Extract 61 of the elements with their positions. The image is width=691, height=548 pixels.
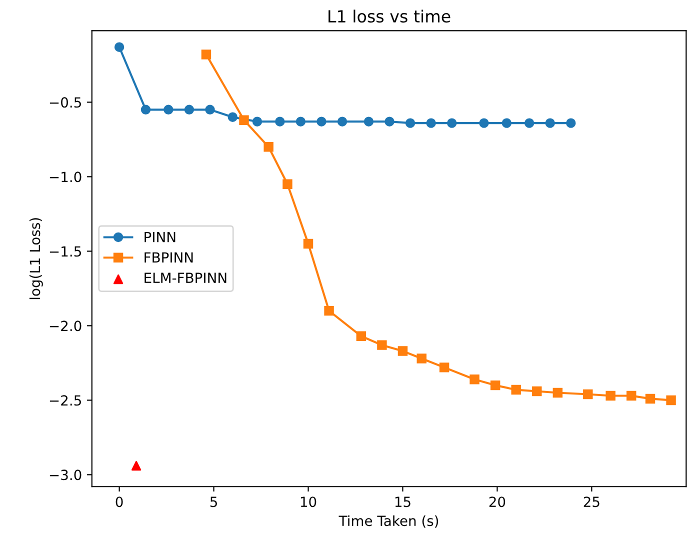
point — [470, 374, 480, 384]
point — [645, 394, 656, 404]
point — [239, 115, 249, 125]
x-tick-label: 10 — [300, 496, 316, 508]
point — [228, 112, 238, 122]
y-tick-label: −0.5 — [50, 97, 81, 108]
point — [131, 460, 142, 471]
point — [502, 118, 512, 128]
x-tick-label: 0 — [116, 496, 123, 508]
point — [356, 331, 366, 341]
x-tick-label: 15 — [395, 496, 410, 508]
point — [114, 42, 124, 52]
point — [524, 118, 534, 128]
point — [282, 179, 292, 190]
y-axis-title: log(L1 Loss) — [29, 218, 43, 300]
point — [532, 386, 542, 396]
point — [666, 395, 676, 406]
point — [337, 116, 348, 126]
point — [545, 118, 555, 128]
point — [364, 116, 374, 126]
point — [606, 390, 616, 401]
point — [184, 104, 194, 115]
point — [205, 104, 215, 115]
point — [303, 238, 314, 249]
chart-title: L1 loss vs time — [328, 10, 450, 23]
point — [252, 116, 262, 126]
point — [398, 346, 408, 356]
point — [164, 104, 174, 115]
point — [264, 142, 274, 152]
legend-label: PINN — [144, 232, 176, 242]
point — [583, 389, 593, 400]
point — [490, 380, 500, 390]
point — [447, 118, 457, 128]
point — [140, 104, 151, 115]
point — [566, 118, 576, 128]
point — [324, 306, 334, 316]
point — [439, 362, 450, 372]
point — [511, 384, 521, 395]
point — [377, 340, 387, 350]
point — [296, 116, 306, 126]
point — [275, 116, 285, 126]
legend-label: ELM-FBPINN — [144, 272, 226, 283]
y-tick-label: −1.5 — [50, 246, 81, 257]
legend-label: FBPINN — [144, 252, 193, 262]
x-tick-label: 5 — [210, 496, 217, 508]
point — [479, 118, 489, 128]
point — [384, 116, 394, 126]
x-axis-title: Time Taken (s) — [338, 515, 438, 528]
point — [316, 116, 326, 126]
x-tick-label: 20 — [489, 496, 506, 508]
y-tick-label: −2.0 — [50, 320, 82, 332]
y-tick-label: −1.0 — [50, 172, 82, 182]
y-tick-label: −2.5 — [50, 395, 81, 406]
point — [201, 50, 212, 60]
point — [405, 118, 416, 128]
y-tick-label: −3.0 — [50, 470, 82, 480]
point — [552, 388, 563, 398]
x-tick-label: 25 — [584, 496, 600, 508]
point — [416, 354, 426, 364]
point — [626, 390, 636, 401]
point — [426, 118, 436, 128]
